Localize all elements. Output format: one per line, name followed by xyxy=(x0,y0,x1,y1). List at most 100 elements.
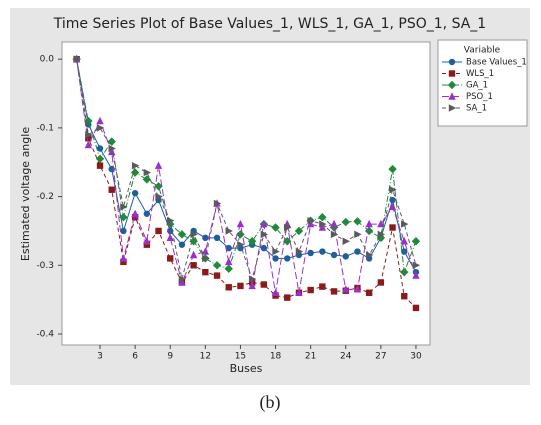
chart-title: Time Series Plot of Base Values_1, WLS_1… xyxy=(53,16,486,32)
data-point xyxy=(318,223,327,231)
data-point xyxy=(284,255,291,262)
data-point xyxy=(155,227,162,235)
data-point xyxy=(400,267,409,277)
data-point xyxy=(108,147,116,156)
data-point xyxy=(412,271,420,279)
data-point xyxy=(307,249,314,257)
data-point xyxy=(247,237,257,246)
data-point xyxy=(202,254,210,263)
data-point xyxy=(85,131,93,139)
data-point xyxy=(295,288,303,296)
legend-marker xyxy=(448,92,456,100)
data-point xyxy=(143,237,151,245)
data-point xyxy=(271,288,280,296)
data-point xyxy=(178,278,186,286)
data-point xyxy=(248,275,257,283)
legend-title: Variable xyxy=(464,46,501,56)
data-point xyxy=(295,247,304,256)
data-point xyxy=(177,230,187,239)
data-point xyxy=(412,304,420,312)
y-axis-label: Estimated voltage angle xyxy=(19,127,32,261)
data-point xyxy=(120,227,127,235)
x-tick-label: 15 xyxy=(235,352,246,362)
data-point xyxy=(119,213,128,222)
data-point xyxy=(155,192,163,201)
x-axis-label: Buses xyxy=(230,362,263,375)
data-point xyxy=(73,55,81,63)
data-point xyxy=(319,220,327,228)
data-point xyxy=(95,154,105,164)
data-point xyxy=(389,186,397,194)
data-point xyxy=(84,140,93,149)
x-tick-label: 12 xyxy=(200,352,211,362)
x-tick-label: 30 xyxy=(410,352,422,362)
data-point xyxy=(388,202,397,211)
data-point xyxy=(202,268,209,276)
data-point xyxy=(330,251,338,259)
data-point xyxy=(389,224,396,231)
data-point xyxy=(400,237,408,245)
legend-marker xyxy=(448,104,457,112)
data-point xyxy=(130,168,140,177)
data-point xyxy=(306,219,315,228)
data-point xyxy=(411,237,421,246)
data-point xyxy=(318,213,327,222)
data-point xyxy=(167,216,175,225)
data-point xyxy=(225,227,233,235)
data-point xyxy=(342,237,350,245)
data-point xyxy=(365,219,373,228)
data-point xyxy=(377,279,385,286)
data-point xyxy=(353,217,362,226)
legend-marker xyxy=(448,70,456,77)
data-point xyxy=(319,283,326,290)
data-point xyxy=(84,116,93,126)
legend-marker xyxy=(447,80,457,90)
data-point xyxy=(260,230,269,239)
data-point xyxy=(213,234,221,242)
data-point xyxy=(143,210,151,217)
data-point xyxy=(108,144,116,153)
data-point xyxy=(272,255,279,262)
data-point xyxy=(388,164,397,174)
data-point xyxy=(225,244,232,252)
data-point xyxy=(225,284,232,291)
data-point xyxy=(236,230,245,239)
data-point xyxy=(178,275,187,283)
legend-label: Base Values_1 xyxy=(466,58,527,68)
legend-marker xyxy=(448,58,456,66)
data-point xyxy=(272,247,280,256)
data-point xyxy=(236,219,245,228)
data-point xyxy=(202,234,209,242)
series-line xyxy=(76,59,417,293)
data-point xyxy=(189,250,198,259)
data-point xyxy=(224,264,233,273)
caption: (b) xyxy=(260,392,281,413)
data-point xyxy=(342,285,350,293)
data-point xyxy=(154,182,163,191)
data-point xyxy=(201,247,210,255)
data-point xyxy=(307,286,314,294)
x-tick-label: 27 xyxy=(375,352,386,362)
data-point xyxy=(237,282,244,290)
plot-area xyxy=(61,41,431,346)
data-point xyxy=(225,257,233,266)
data-point xyxy=(190,262,197,269)
data-point xyxy=(412,261,421,269)
y-tick-label: -0.1 xyxy=(36,123,54,133)
y-tick-label: 0.0 xyxy=(40,55,55,65)
x-tick-label: 9 xyxy=(167,352,173,362)
data-point xyxy=(271,223,280,232)
data-point xyxy=(294,226,304,236)
data-point xyxy=(365,251,374,259)
data-point xyxy=(260,281,268,288)
data-point xyxy=(307,216,315,225)
data-point xyxy=(330,219,338,228)
y-tick-label: -0.2 xyxy=(36,192,54,202)
legend-label: PSO_1 xyxy=(466,92,493,102)
data-point xyxy=(319,248,326,255)
data-point xyxy=(365,289,373,296)
data-point xyxy=(330,288,338,295)
legend-label: SA_1 xyxy=(466,104,487,114)
data-point xyxy=(260,219,268,228)
data-point xyxy=(284,294,291,301)
